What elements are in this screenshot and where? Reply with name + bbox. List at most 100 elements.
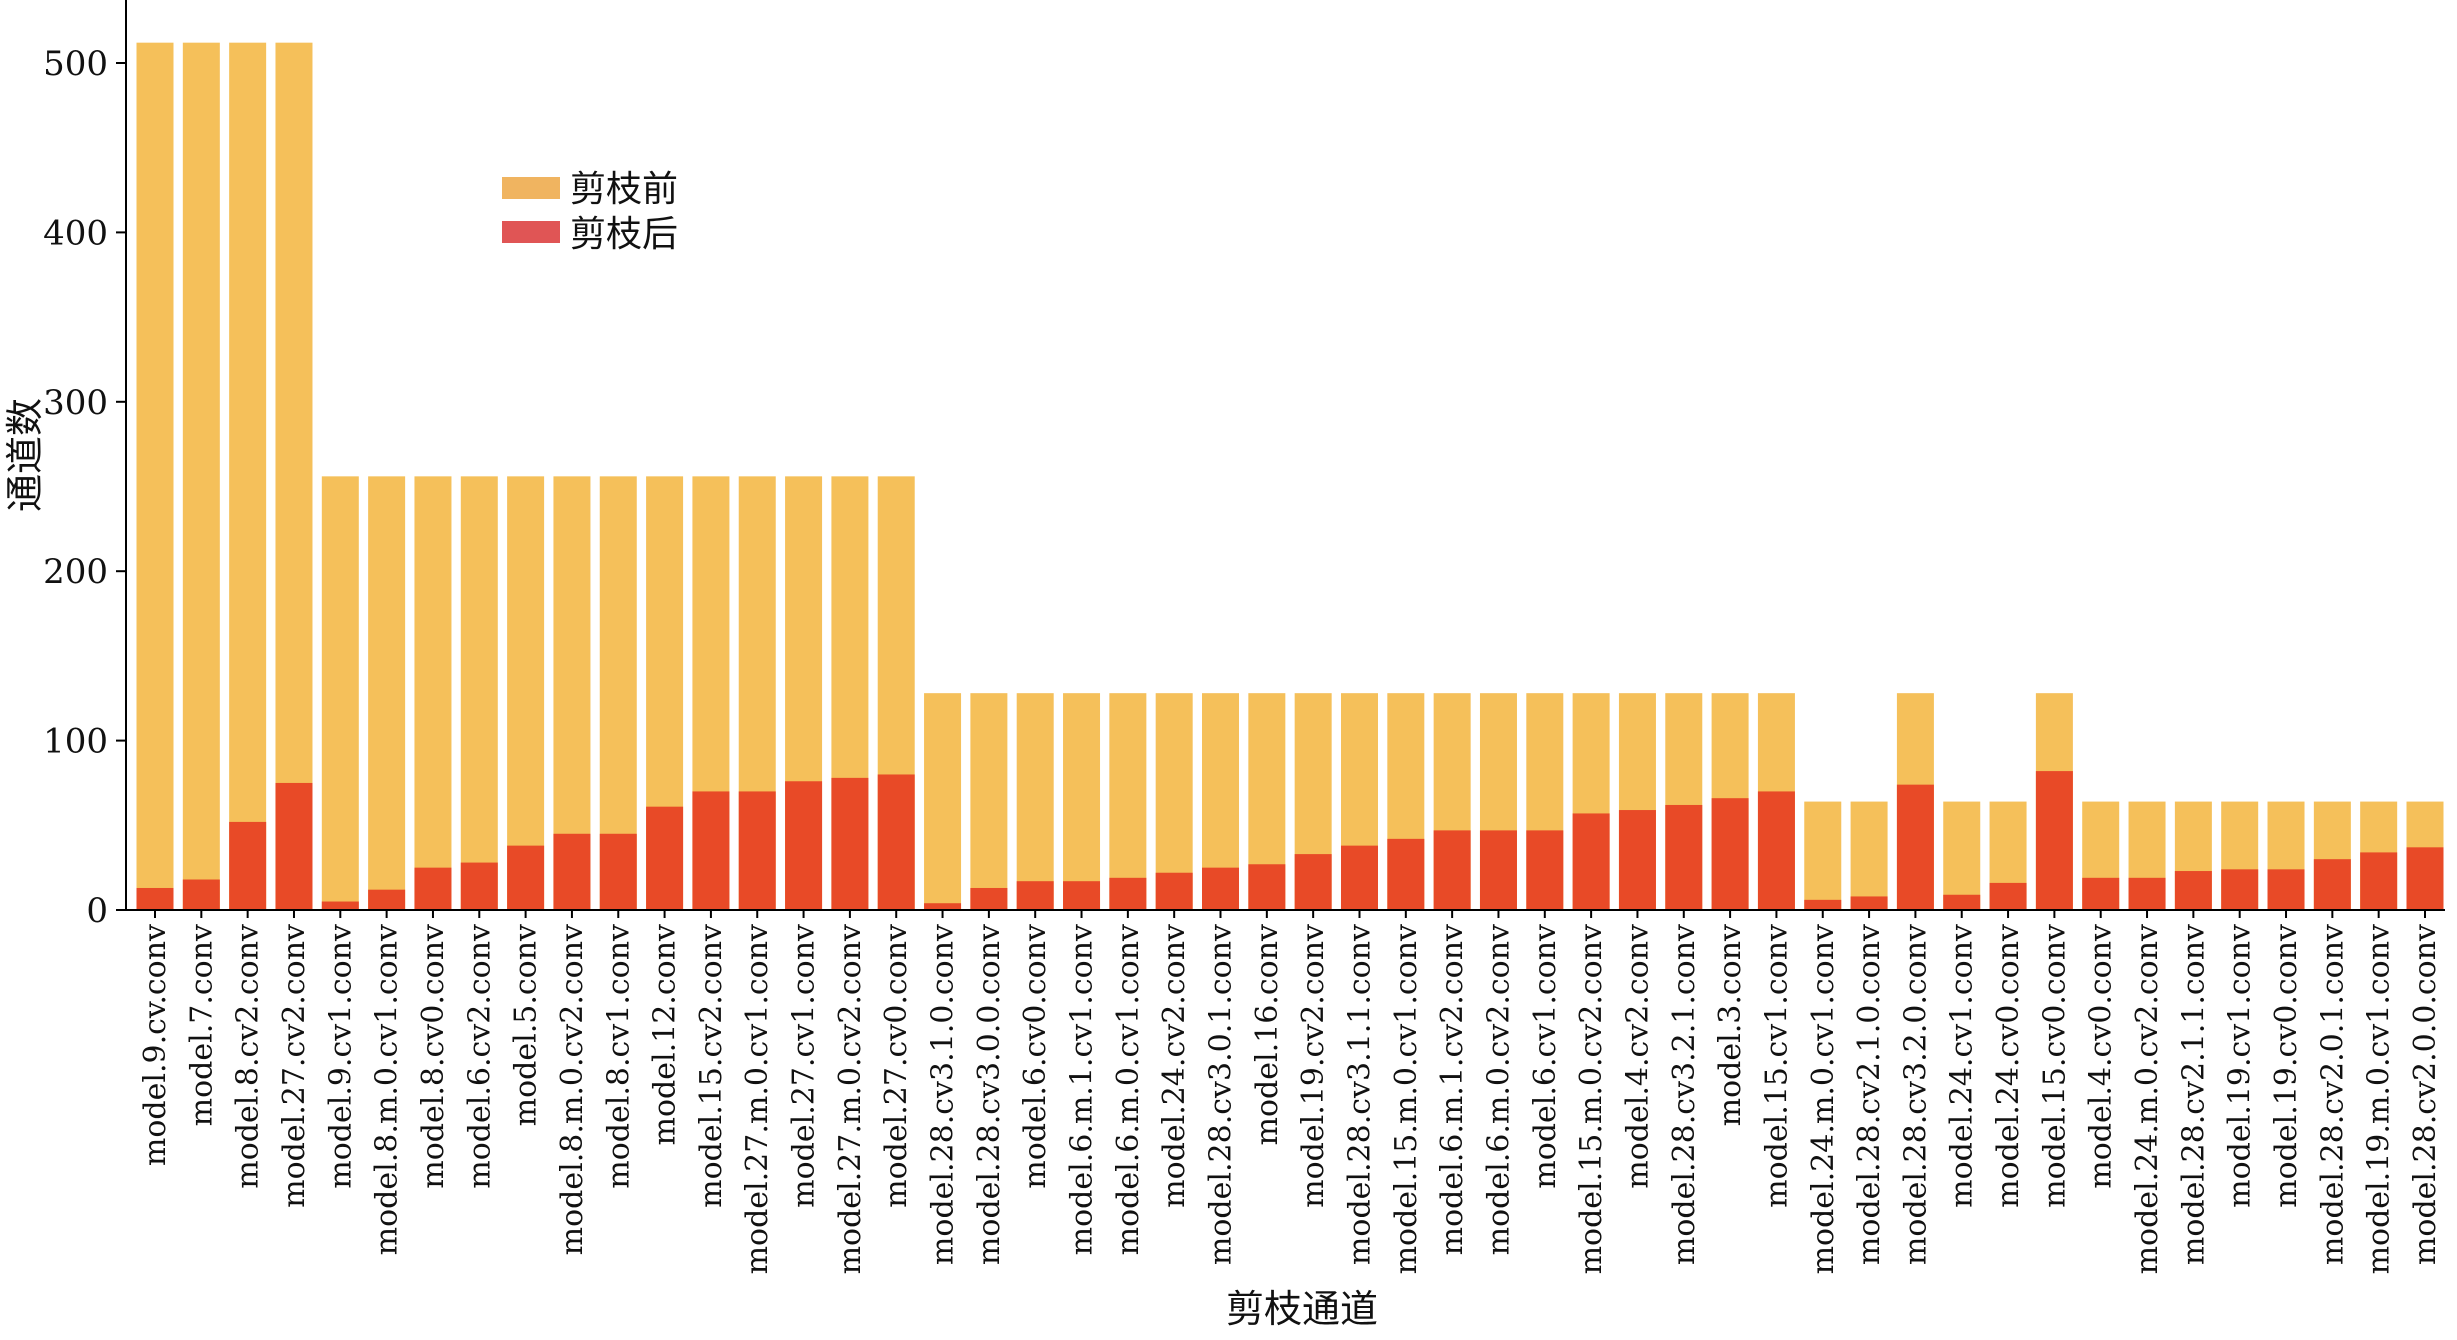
x-tick-label-25: model.19.cv2.conv	[1296, 924, 1331, 1208]
y-axis-title: 通道数	[3, 398, 47, 512]
x-tick-label-2: model.8.cv2.conv	[231, 924, 266, 1189]
bar-after-3	[275, 782, 313, 910]
bar-after-46	[2267, 869, 2305, 910]
legend-swatch-after	[502, 221, 560, 243]
x-axis	[126, 909, 2445, 918]
x-tick-label-42: model.4.cv0.conv	[2084, 924, 2119, 1189]
bar-after-49	[2406, 847, 2444, 910]
bar-after-14	[785, 781, 823, 910]
x-tick-label-12: model.15.cv2.conv	[694, 924, 729, 1208]
x-tick-label-37: model.28.cv2.1.0.conv	[1852, 924, 1887, 1265]
bar-before-17	[924, 693, 962, 910]
x-tick-label-32: model.4.cv2.conv	[1620, 924, 1655, 1189]
bar-after-34	[1711, 798, 1749, 910]
bar-before-36	[1804, 801, 1842, 910]
bar-after-11	[646, 806, 684, 910]
bar-after-28	[1433, 830, 1471, 910]
bar-after-41	[2035, 771, 2073, 910]
bar-after-37	[1850, 896, 1888, 910]
x-tick-label-20: model.6.m.1.cv1.conv	[1065, 924, 1100, 1255]
bar-after-16	[877, 774, 915, 910]
x-tick-label-40: model.24.cv0.conv	[1991, 924, 2026, 1208]
x-tick-label-45: model.19.cv1.conv	[2223, 924, 2258, 1208]
bar-after-38	[1896, 784, 1934, 910]
bar-after-33	[1665, 804, 1703, 910]
x-tick-label-3: model.27.cv2.conv	[277, 924, 312, 1208]
x-tick-label-31: model.15.m.0.cv2.conv	[1574, 924, 1609, 1274]
bar-after-42	[2082, 877, 2120, 910]
bar-after-20	[1063, 881, 1101, 910]
x-tick-label-5: model.8.m.0.cv1.conv	[370, 924, 405, 1255]
bar-after-4	[321, 901, 359, 910]
legend-label-before: 剪枝前	[570, 169, 678, 210]
bar-after-40	[1989, 882, 2027, 910]
x-tick-label-44: model.28.cv2.1.1.conv	[2176, 924, 2211, 1265]
x-tick-label-6: model.8.cv0.conv	[416, 924, 451, 1189]
bar-after-31	[1572, 813, 1610, 910]
bar-after-12	[692, 791, 730, 910]
bar-before-6	[414, 476, 452, 910]
x-tick-label-8: model.5.conv	[509, 924, 544, 1126]
bar-after-17	[924, 903, 962, 910]
x-tick-label-36: model.24.m.0.cv1.conv	[1806, 924, 1841, 1274]
x-tick-label-10: model.8.cv1.conv	[601, 924, 636, 1189]
x-tick-label-28: model.6.m.1.cv2.conv	[1435, 924, 1470, 1255]
bar-before-8	[507, 476, 545, 910]
bar-after-8	[507, 845, 545, 910]
y-axis: 0 100 200 300 400 500	[43, 0, 127, 931]
bar-after-2	[229, 821, 267, 910]
bars-after-series	[136, 771, 2444, 910]
bar-before-5	[368, 476, 406, 910]
bar-after-15	[831, 777, 869, 910]
x-tick-label-41: model.15.cv0.conv	[2037, 924, 2072, 1208]
bar-before-7	[460, 476, 498, 910]
bar-before-2	[229, 42, 267, 911]
bars-before-series	[136, 42, 2444, 911]
x-tick-label-38: model.28.cv3.2.0.conv	[1898, 924, 1933, 1265]
bar-after-19	[1016, 881, 1054, 910]
y-tick-label-0: 0	[86, 891, 108, 931]
bar-after-45	[2221, 869, 2259, 910]
bar-after-35	[1757, 791, 1795, 910]
bar-before-18	[970, 693, 1008, 910]
bar-after-44	[2174, 871, 2212, 910]
bar-after-36	[1804, 899, 1842, 910]
x-tick-label-9: model.8.m.0.cv2.conv	[555, 924, 590, 1255]
bar-before-19	[1016, 693, 1054, 910]
bar-after-6	[414, 867, 452, 910]
y-tick-label-4: 400	[43, 213, 108, 253]
bar-before-21	[1109, 693, 1147, 910]
x-tick-label-46: model.19.cv0.conv	[2269, 924, 2304, 1208]
bar-after-10	[599, 833, 637, 910]
bar-after-24	[1248, 864, 1286, 910]
x-tick-labels: model.9.cv.conv model.7.conv model.8.cv2.c…	[138, 924, 2443, 1274]
x-tick-label-0: model.9.cv.conv	[138, 924, 173, 1166]
legend-label-after: 剪枝后	[570, 214, 678, 255]
bar-before-3	[275, 42, 313, 911]
x-tick-label-22: model.24.cv2.conv	[1157, 924, 1192, 1208]
x-tick-label-24: model.16.conv	[1250, 924, 1285, 1145]
bar-after-43	[2128, 877, 2166, 910]
bar-before-37	[1850, 801, 1888, 910]
y-tick-label-1: 100	[43, 722, 108, 762]
bar-after-25	[1294, 854, 1332, 910]
x-tick-label-23: model.28.cv3.0.1.conv	[1204, 924, 1239, 1265]
x-tick-label-26: model.28.cv3.1.1.conv	[1342, 924, 1377, 1265]
x-tick-label-14: model.27.cv1.conv	[787, 924, 822, 1208]
bar-after-1	[182, 879, 220, 910]
bar-after-9	[553, 833, 591, 910]
bar-after-18	[970, 887, 1008, 910]
bar-after-22	[1155, 872, 1193, 910]
bar-after-7	[460, 862, 498, 910]
y-tick-label-5: 500	[43, 44, 108, 84]
x-tick-label-35: model.15.cv1.conv	[1759, 924, 1794, 1208]
x-tick-label-1: model.7.conv	[184, 924, 219, 1126]
bar-after-23	[1202, 867, 1240, 910]
x-tick-label-43: model.24.m.0.cv2.conv	[2130, 924, 2165, 1274]
x-tick-label-29: model.6.m.0.cv2.conv	[1481, 924, 1516, 1255]
x-tick-label-16: model.27.cv0.conv	[879, 924, 914, 1208]
bar-before-4	[321, 476, 359, 910]
x-tick-label-49: model.28.cv2.0.0.conv	[2408, 924, 2443, 1265]
x-tick-label-27: model.15.m.0.cv1.conv	[1389, 924, 1424, 1274]
